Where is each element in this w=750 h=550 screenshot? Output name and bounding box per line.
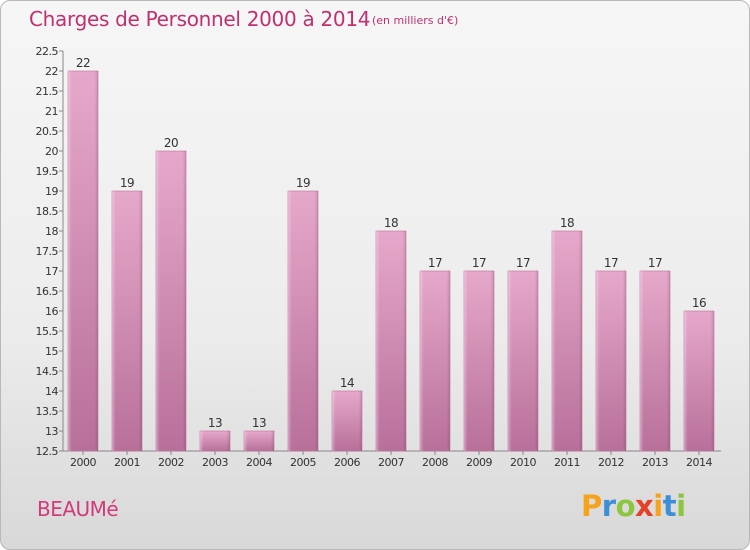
x-tick-label: 2002 [158,456,184,469]
data-label: 18 [384,216,398,230]
bar-shade [596,271,626,451]
bar-shade [156,151,186,451]
x-tick-label: 2003 [202,456,228,469]
y-tick-label: 22 [45,65,58,78]
chart-subtitle: (en milliers d'€) [372,14,459,27]
x-tick-label: 2006 [334,456,360,469]
y-tick-label: 16 [45,305,58,318]
bar-shade [288,191,318,451]
chart-title: Charges de Personnel 2000 à 2014 [29,7,371,31]
y-tick-label: 13 [45,425,58,438]
x-tick-label: 2005 [290,456,316,469]
logo-letter: i [653,489,663,523]
y-tick-label: 17.5 [36,245,59,258]
y-tick-label: 21 [45,105,58,118]
data-label: 18 [560,216,574,230]
x-tick-label: 2009 [466,456,492,469]
bar-shade [244,431,274,451]
commune-name: BEAUMé [37,497,119,521]
bar-shade [376,231,406,451]
bar-shade [200,431,230,451]
data-label: 17 [516,256,530,270]
proxiti-logo[interactable]: Proxiti [581,489,686,523]
data-label: 19 [120,176,134,190]
bar-shade [684,311,714,451]
x-tick-label: 2004 [246,456,272,469]
data-label: 17 [648,256,662,270]
y-tick-label: 22.5 [36,45,59,58]
data-label: 16 [692,296,706,310]
y-tick-label: 14.5 [36,365,59,378]
x-tick-label: 2000 [70,456,96,469]
y-tick-label: 17 [45,265,58,278]
bar-shade [508,271,538,451]
bar-shade [552,231,582,451]
bar-shade [332,391,362,451]
bar-shade [68,71,98,451]
logo-letter: P [581,489,602,523]
data-label: 19 [296,176,310,190]
logo-letter: x [635,489,654,523]
y-tick-label: 18 [45,225,58,238]
logo-letter: t [662,489,677,523]
x-tick-label: 2011 [554,456,580,469]
data-label: 14 [340,376,354,390]
y-tick-label: 16.5 [36,285,59,298]
y-tick-label: 19.5 [36,165,59,178]
logo-letter: i [676,489,686,523]
bar-shade [112,191,142,451]
data-label: 13 [252,416,266,430]
x-tick-label: 2012 [598,456,624,469]
y-tick-label: 21.5 [36,85,59,98]
y-tick-label: 12.5 [36,445,59,458]
y-tick-label: 19 [45,185,58,198]
data-label: 13 [208,416,222,430]
bar-shade [640,271,670,451]
y-tick-label: 18.5 [36,205,59,218]
x-tick-label: 2007 [378,456,404,469]
bar-shade [420,271,450,451]
data-label: 20 [164,136,178,150]
data-label: 22 [76,56,90,70]
bar-shade [464,271,494,451]
x-tick-label: 2008 [422,456,448,469]
y-tick-label: 13.5 [36,405,59,418]
x-tick-label: 2013 [642,456,668,469]
data-label: 17 [428,256,442,270]
logo-letter: r [601,489,616,523]
x-tick-label: 2010 [510,456,536,469]
x-tick-label: 2014 [686,456,712,469]
y-tick-label: 20.5 [36,125,59,138]
data-label: 17 [472,256,486,270]
logo-letter: o [615,489,636,523]
x-tick-label: 2001 [114,456,140,469]
y-tick-label: 15.5 [36,325,59,338]
y-tick-label: 14 [45,385,58,398]
data-label: 17 [604,256,618,270]
y-tick-label: 20 [45,145,58,158]
y-tick-label: 15 [45,345,58,358]
